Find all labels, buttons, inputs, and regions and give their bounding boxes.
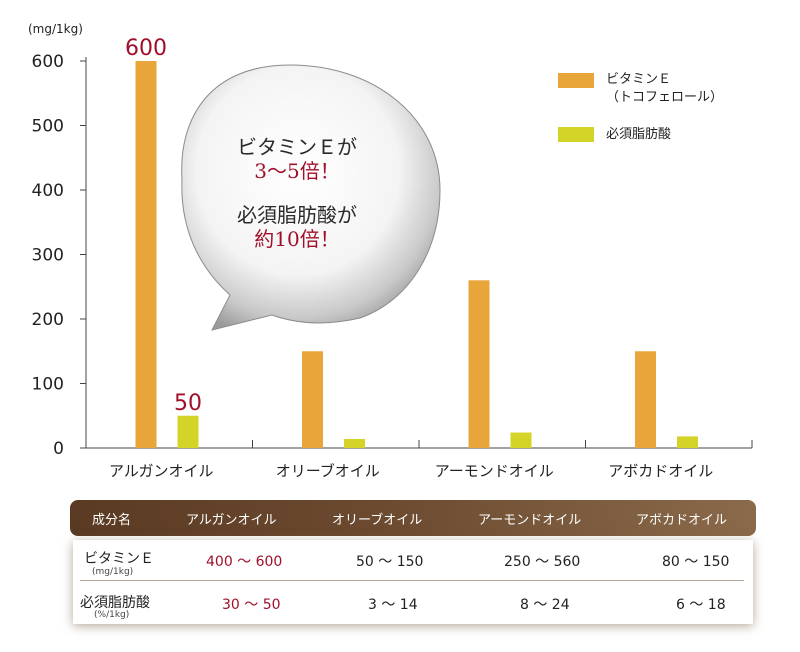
legend-label-vitamin-e: ビタミンＥ （トコフェロール） [606, 72, 724, 105]
y-tick-label: 0 [53, 439, 64, 459]
bubble-line-4: 約10倍！ [254, 227, 340, 251]
legend-swatch-fatty-acid [558, 127, 594, 142]
table-header-argan: アルガンオイル [186, 513, 277, 528]
cell-fatty-acid-olive: 3 ～ 14 [368, 597, 418, 613]
bar-fatty-acid [177, 415, 199, 448]
bar-fatty-acid [344, 438, 365, 448]
chart-axes: 0 100 200 300 400 500 600 (mg/1kg) アルガンオイル オリーブオイ… [28, 22, 753, 480]
bar-fatty-acid [677, 436, 698, 448]
row-label-vitamin-e: ビタミンＥ [84, 551, 154, 567]
cell-fatty-acid-argan: 30 ～ 50 [222, 597, 281, 613]
table-header: 成分名 アルガンオイル オリーブオイル アーモンドオイル アボカドオイル [70, 500, 756, 536]
cell-vitamin-e-almond: 250 ～ 560 [504, 554, 581, 570]
y-tick-label: 600 [32, 52, 64, 72]
y-tick-label: 400 [32, 181, 64, 201]
bar-vitamin-e [302, 351, 323, 448]
chart-bars [135, 61, 698, 448]
cell-vitamin-e-olive: 50 ～ 150 [356, 554, 424, 570]
data-label: 50 [174, 391, 202, 416]
table-header-avocado: アボカドオイル [636, 513, 728, 528]
cell-vitamin-e-argan: 400 ～ 600 [206, 554, 283, 570]
x-tick-label: アルガンオイル [109, 462, 213, 480]
bar-vitamin-e [468, 280, 490, 448]
y-tick-label: 500 [32, 117, 64, 137]
cell-fatty-acid-avocado: 6 ～ 18 [676, 597, 726, 613]
legend-swatch-vitamin-e [558, 73, 594, 88]
speech-bubble [181, 64, 441, 331]
x-tick-label: アーモンドオイル [435, 462, 554, 480]
bar-vitamin-e [635, 351, 656, 448]
bubble-line-1: ビタミンＥが [237, 135, 357, 159]
y-tick-label: 100 [32, 375, 64, 395]
x-tick-label: アボカドオイル [608, 462, 713, 480]
chart-labels: 600 50 [125, 36, 202, 416]
cell-vitamin-e-avocado: 80 ～ 150 [662, 554, 730, 570]
table-body [73, 540, 753, 624]
bubble-text: ビタミンＥが 3～5倍！ 必須脂肪酸が 約10倍！ [197, 135, 397, 251]
y-tick-label: 300 [32, 246, 64, 266]
y-unit-label: (mg/1kg) [28, 22, 83, 36]
cell-fatty-acid-almond: 8 ～ 24 [520, 597, 570, 613]
x-tick-label: オリーブオイル [276, 462, 380, 480]
row-label-fatty-acid: 必須脂肪酸 [80, 595, 150, 611]
data-label: 600 [125, 36, 167, 61]
bar-vitamin-e [135, 61, 157, 448]
bar-chart: 0 100 200 300 400 500 600 (mg/1kg) アルガンオイル オリーブオイ… [28, 22, 753, 480]
y-tick-label: 200 [32, 310, 64, 330]
row-unit-vitamin-e: (mg/1kg) [92, 567, 134, 577]
table-header-olive: オリーブオイル [332, 513, 423, 528]
row-unit-fatty-acid: (%/1kg) [94, 610, 130, 620]
bubble-line-2: 3～5倍！ [254, 159, 340, 183]
bar-fatty-acid [510, 432, 532, 448]
table-divider [80, 580, 744, 581]
table-header-almond: アーモンドオイル [478, 513, 582, 528]
table-header-name: 成分名 [92, 513, 132, 528]
bubble-line-3: 必須脂肪酸が [237, 203, 357, 227]
legend-label-fatty-acid: 必須脂肪酸 [606, 127, 672, 142]
